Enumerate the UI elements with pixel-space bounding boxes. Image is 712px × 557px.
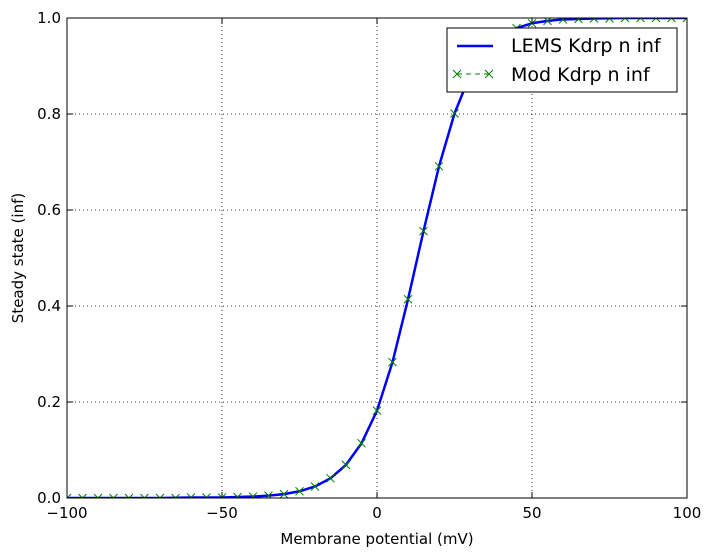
data-point-mod [667,18,676,23]
y-tick-label: 0.4 [37,297,61,315]
x-tick-label: 50 [522,504,541,522]
y-tick-label: 1.0 [37,9,61,27]
data-point-mod [574,18,583,24]
legend-mod-marker-1 [452,69,462,79]
y-tick-label: 0.6 [37,201,61,219]
data-point-mod [372,406,382,415]
data-point-mod [67,493,72,498]
y-tick-label: 0.0 [37,489,61,507]
data-point-mod [326,473,335,483]
legend-lems-label: LEMS Kdrp n inf [511,35,662,57]
legend-mod-label: Mod Kdrp n inf [511,64,651,86]
x-tick-label: 100 [673,504,702,522]
data-point-mod [171,493,180,498]
data-point-mod [248,492,258,498]
data-point-mod [450,109,459,118]
data-point-mod [434,161,444,171]
tick-labels: −100 −50 0 50 100 0.0 0.2 0.4 0.6 0.8 1.0 [37,9,701,522]
data-point-mod [264,491,273,498]
data-point-mod [233,492,242,498]
data-point-mod [109,493,118,498]
data-point-mod [558,18,568,24]
data-point-mod [357,438,366,448]
data-point-mod [295,486,304,496]
data-point-mod [93,493,103,498]
data-point-mod [78,493,87,498]
ticks [66,17,688,499]
data-point-mod [124,493,134,498]
data-point-mod [620,18,630,23]
x-axis-label: Membrane potential (mV) [280,530,473,548]
legend: LEMS Kdrp n inf Mod Kdrp n inf [446,27,678,93]
x-tick-label: −100 [46,504,87,522]
data-point-mod [341,460,351,470]
y-tick-label: 0.8 [37,105,61,123]
data-point-mod [419,226,428,236]
data-point-mod [140,493,149,498]
data-point-mod [682,18,687,23]
data-point-mod [155,493,165,498]
data-point-mod [403,294,413,304]
y-tick-label: 0.2 [37,393,61,411]
data-point-mod [636,18,645,23]
data-point-mod [388,357,397,367]
x-tick-label: −50 [206,504,238,522]
data-point-mod [279,489,289,498]
legend-box [446,27,678,93]
legend-mod-marker-2 [484,69,494,79]
x-tick-label: 0 [372,504,382,522]
y-axis-label: Steady state (inf) [9,193,27,323]
data-point-mod [310,482,320,491]
data-point-mod [651,18,661,23]
